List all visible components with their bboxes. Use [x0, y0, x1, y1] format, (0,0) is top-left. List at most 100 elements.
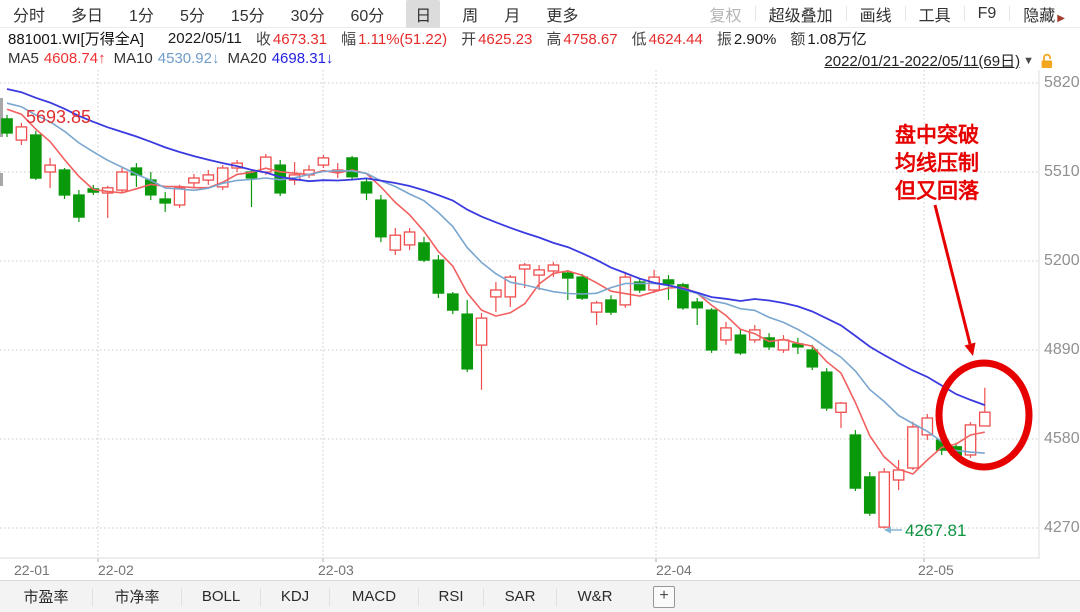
indicator-tab-SAR[interactable]: SAR: [504, 588, 536, 605]
time-tick-label: 22-04: [656, 562, 692, 578]
indicator-separator: [181, 587, 182, 606]
candle-body: [777, 339, 790, 351]
candle-body: [734, 334, 747, 354]
annotation-circle: [935, 359, 1033, 471]
candle-body: [547, 264, 560, 272]
date-range-selector[interactable]: 2022/01/21-2022/05/11(69日): [824, 53, 1021, 70]
ma-name: MA10: [113, 50, 153, 67]
candle-body: [403, 231, 416, 246]
period-tabs: 分时 多日 1分 5分 15分 30分 60分 日 周 月 更多: [0, 0, 591, 28]
candle-body: [921, 417, 934, 436]
menu-item-隐藏[interactable]: 隐藏 ▶: [1023, 7, 1065, 25]
candle-body: [820, 371, 833, 409]
indicator-separator: [329, 587, 330, 606]
left-scrollbar[interactable]: [0, 173, 3, 186]
menu-item-F9[interactable]: F9: [977, 4, 997, 22]
period-tab-30分[interactable]: 30分: [290, 7, 325, 25]
period-tab-1分[interactable]: 1分: [129, 7, 154, 25]
price-tick-label: 4580: [1044, 430, 1080, 447]
field-value: 4625.23: [478, 30, 533, 48]
chart-tools-menu: 复权 超级叠加 画线 工具 F9 隐藏 ▶: [697, 0, 1078, 27]
period-toolbar: 分时 多日 1分 5分 15分 30分 60分 日 周 月 更多 复权 超级叠加 画线 工具 F9 隐藏 ▶: [0, 0, 1080, 28]
period-tab-日[interactable]: 日: [406, 0, 441, 28]
candle-body: [849, 434, 862, 489]
period-tab-更多[interactable]: 更多: [546, 7, 579, 25]
candle-body: [346, 157, 358, 178]
indicator-tab-KDJ[interactable]: KDJ: [280, 588, 310, 605]
price-tick-label: 5820: [1044, 74, 1080, 91]
candle-body: [878, 471, 891, 528]
price-tick-label: 4890: [1044, 341, 1080, 358]
period-tab-60分[interactable]: 60分: [350, 7, 385, 25]
field-label: 高: [546, 30, 562, 48]
candle-body: [389, 234, 402, 251]
price-chart[interactable]: 5693.85 4267.81: [0, 70, 1040, 562]
ma5-line: [6, 108, 985, 475]
left-scrollbar[interactable]: [0, 98, 3, 137]
candle-body: [202, 174, 215, 181]
candle-body: [490, 289, 502, 298]
indicator-tab-W&R[interactable]: W&R: [577, 588, 613, 605]
candle-body: [29, 134, 42, 179]
period-tab-15分[interactable]: 15分: [230, 7, 265, 25]
menu-item-工具[interactable]: 工具: [918, 7, 951, 25]
indicator-toolbar: 市盈率 市净率 BOLL KDJ MACD RSI SAR W&R +: [0, 580, 1080, 612]
menu-separator: [845, 6, 847, 21]
indicator-tab-RSI[interactable]: RSI: [438, 588, 464, 605]
candle-body: [73, 194, 85, 218]
collapse-arrow-icon: ▶: [1057, 12, 1065, 24]
period-tab-月[interactable]: 月: [504, 7, 521, 25]
low-price-label: 4267.81: [905, 521, 966, 540]
candle-body: [461, 313, 474, 370]
candle-body: [705, 309, 718, 351]
candle-body: [116, 171, 128, 191]
field-label: 收: [255, 30, 271, 48]
price-axis: 5820 5510 5200 4890 4580 4270: [1042, 70, 1080, 562]
indicator-tab-市盈率[interactable]: 市盈率: [23, 589, 69, 606]
period-tab-分时[interactable]: 分时: [13, 7, 46, 25]
quote-field-高: 高 4758.67: [546, 28, 617, 49]
candle-body: [691, 301, 704, 309]
menu-item-复权[interactable]: 复权: [709, 7, 742, 25]
quote-field-幅: 幅 1.11%(51.22): [341, 28, 447, 49]
candle-body: [518, 264, 531, 270]
menu-item-画线[interactable]: 画线: [859, 7, 892, 25]
indicator-separator: [418, 587, 419, 606]
price-tick-label: 4270: [1044, 519, 1080, 536]
indicator-tab-MACD[interactable]: MACD: [351, 588, 397, 605]
candle-body: [720, 327, 732, 341]
chevron-down-icon[interactable]: ▼: [1023, 54, 1034, 67]
quote-date: 2022/05/11: [167, 29, 242, 47]
indicator-tab-BOLL[interactable]: BOLL: [201, 588, 241, 605]
first-price-label: 5693.85: [26, 107, 91, 127]
indicator-tab-市净率[interactable]: 市净率: [114, 589, 160, 606]
add-indicator-button[interactable]: +: [653, 585, 675, 608]
quote-fields: 收 4673.31 幅 1.11%(51.22) 开 4625.23 高 4758.67 低 46…: [256, 28, 881, 49]
annotation-arrow: [933, 204, 972, 345]
candle-body: [907, 426, 919, 469]
candle-body: [605, 299, 617, 313]
candle-body: [964, 424, 977, 456]
menu-item-超级叠加[interactable]: 超级叠加: [768, 7, 833, 25]
candle-body: [188, 177, 200, 184]
low-arrow-icon: [884, 526, 891, 534]
candle-body: [475, 317, 488, 346]
price-tick-label: 5510: [1044, 163, 1080, 180]
period-tab-5分[interactable]: 5分: [179, 7, 205, 25]
field-value: 4624.44: [648, 30, 703, 48]
candle-body: [590, 302, 603, 313]
ma-item-MA10: MA10 4530.92↓: [114, 50, 220, 67]
period-tab-周[interactable]: 周: [462, 7, 479, 25]
annotation-arrowhead: [964, 342, 976, 356]
period-tab-多日[interactable]: 多日: [71, 7, 104, 25]
symbol-name: 881001.WI[万得全A]: [8, 30, 144, 48]
menu-separator: [754, 6, 756, 21]
ma-values: MA5 4608.74↑ MA10 4530.92↓ MA20 4698.31↓: [0, 50, 333, 67]
indicator-separator: [92, 587, 93, 606]
menu-separator: [1009, 6, 1011, 21]
quote-info-bar: 881001.WI[万得全A] 2022/05/11 收 4673.31 幅 1.11…: [0, 28, 1080, 48]
indicator-separator: [483, 587, 484, 606]
unlock-icon[interactable]: [1040, 53, 1054, 69]
candle-body: [748, 329, 761, 341]
ma-value: 4530.92↓: [157, 50, 220, 67]
